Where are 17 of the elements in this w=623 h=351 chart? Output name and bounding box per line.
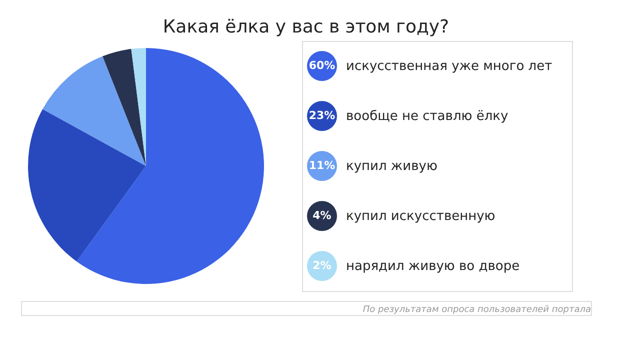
pie-slice: [102, 48, 146, 166]
legend-label: искусственная уже много лет: [346, 59, 553, 74]
pie-slice: [76, 48, 264, 284]
data-label: 2%: [312, 259, 332, 272]
pie-slice: [28, 109, 146, 262]
data-label: 4%: [312, 209, 332, 222]
legend-label: нарядил живую во дворе: [346, 259, 520, 274]
data-label: 23%: [308, 109, 336, 122]
chart-title: Какая ёлка у вас в этом году?: [162, 16, 450, 38]
pie-slice: [131, 48, 146, 166]
pie-slice: [42, 56, 146, 166]
legend-label: вообще не ставлю ёлку: [346, 109, 508, 124]
text: По результатам опроса пользователей портала: [362, 305, 591, 315]
data-label: 11%: [308, 159, 336, 172]
legend-label: купил искусственную: [346, 209, 496, 224]
legend-label: купил живую: [346, 159, 438, 174]
data-label: 60%: [308, 59, 336, 72]
